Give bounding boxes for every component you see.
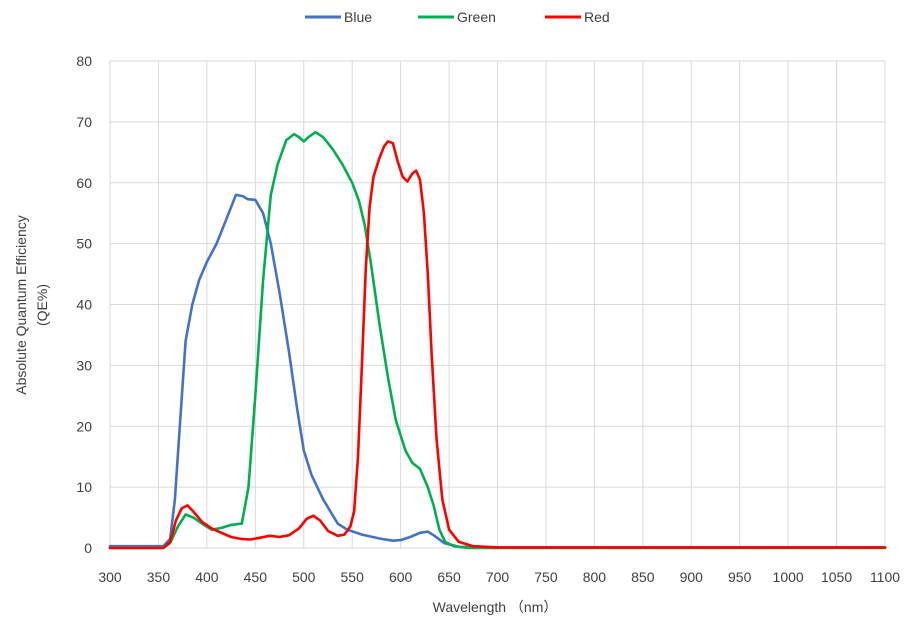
y-tick-label: 70 bbox=[76, 114, 92, 130]
y-tick-labels: 0 10 20 30 40 50 60 70 80 bbox=[76, 53, 92, 556]
series-line-red bbox=[108, 140, 887, 550]
legend-label-red: Red bbox=[584, 9, 610, 25]
y-tick-label: 60 bbox=[76, 175, 92, 191]
y-tick-label: 40 bbox=[76, 297, 92, 313]
x-tick-label: 400 bbox=[195, 569, 219, 585]
x-tick-label: 350 bbox=[147, 569, 171, 585]
x-tick-labels: 300 350 400 450 500 550 600 650 700 750 800 850 900 9… bbox=[98, 569, 900, 585]
grid-lines bbox=[109, 60, 886, 549]
x-tick-label: 300 bbox=[98, 569, 122, 585]
x-axis-label: Wavelength （nm） bbox=[433, 599, 558, 615]
x-tick-label: 950 bbox=[728, 569, 752, 585]
y-axis-label-line2: (QE%) bbox=[34, 284, 50, 326]
legend-label-green: Green bbox=[457, 9, 496, 25]
x-tick-label: 450 bbox=[244, 569, 268, 585]
x-tick-label: 700 bbox=[486, 569, 510, 585]
series-lines bbox=[108, 130, 887, 550]
legend-label-blue: Blue bbox=[344, 9, 372, 25]
x-tick-label: 1050 bbox=[821, 569, 852, 585]
x-tick-label: 750 bbox=[534, 569, 558, 585]
x-tick-label: 600 bbox=[389, 569, 413, 585]
y-tick-label: 0 bbox=[84, 540, 92, 556]
y-tick-label: 50 bbox=[76, 236, 92, 252]
x-tick-label: 850 bbox=[631, 569, 655, 585]
x-tick-label: 650 bbox=[437, 569, 461, 585]
y-axis-label-line1: Absolute Quantum Efficiency bbox=[13, 215, 29, 395]
series-line-blue bbox=[108, 193, 887, 549]
y-tick-label: 30 bbox=[76, 357, 92, 373]
x-tick-label: 1000 bbox=[773, 569, 804, 585]
y-tick-label: 10 bbox=[76, 479, 92, 495]
y-tick-label: 20 bbox=[76, 418, 92, 434]
legend: Blue Green Red bbox=[305, 9, 610, 25]
y-tick-label: 80 bbox=[76, 53, 92, 69]
x-tick-label: 1100 bbox=[870, 569, 900, 585]
x-tick-label: 900 bbox=[680, 569, 704, 585]
x-tick-label: 550 bbox=[341, 569, 365, 585]
x-tick-label: 800 bbox=[583, 569, 607, 585]
x-tick-label: 500 bbox=[292, 569, 316, 585]
